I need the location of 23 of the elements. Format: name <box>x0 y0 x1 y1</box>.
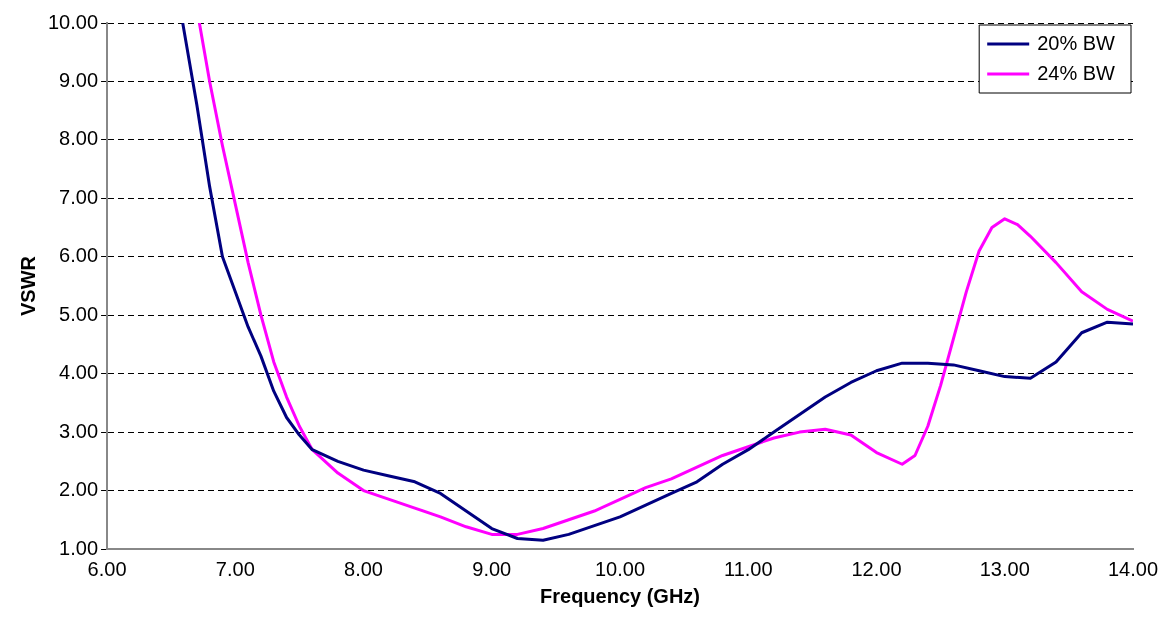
x-tick-label: 8.00 <box>344 557 384 580</box>
x-tick-label: 9.00 <box>472 557 512 580</box>
legend-label: 20% BW <box>1037 31 1116 54</box>
x-tick-label: 13.00 <box>979 557 1030 580</box>
x-tick-label: 6.00 <box>87 557 127 580</box>
x-axis-title: Frequency (GHz) <box>540 584 701 607</box>
y-tick-label: 7.00 <box>59 185 99 208</box>
y-tick-label: 6.00 <box>59 244 99 267</box>
y-tick-label: 4.00 <box>59 361 99 384</box>
x-tick-label: 10.00 <box>594 557 646 580</box>
x-tick-label: 14.00 <box>1107 557 1159 580</box>
x-tick-label: 11.00 <box>723 557 773 580</box>
x-tick-label: 7.00 <box>215 557 255 580</box>
legend-label: 24% BW <box>1037 61 1116 84</box>
y-tick-label: 3.00 <box>59 419 99 442</box>
y-axis-title: VSWR <box>16 255 39 316</box>
y-tick-label: 8.00 <box>59 127 99 150</box>
y-tick-label: 9.00 <box>59 68 99 91</box>
y-tick-label: 2.00 <box>59 478 99 501</box>
y-tick-label: 10.00 <box>47 10 99 33</box>
y-tick-label: 1.00 <box>59 536 99 559</box>
x-tick-label: 12.00 <box>851 557 902 580</box>
y-tick-label: 5.00 <box>59 302 99 325</box>
